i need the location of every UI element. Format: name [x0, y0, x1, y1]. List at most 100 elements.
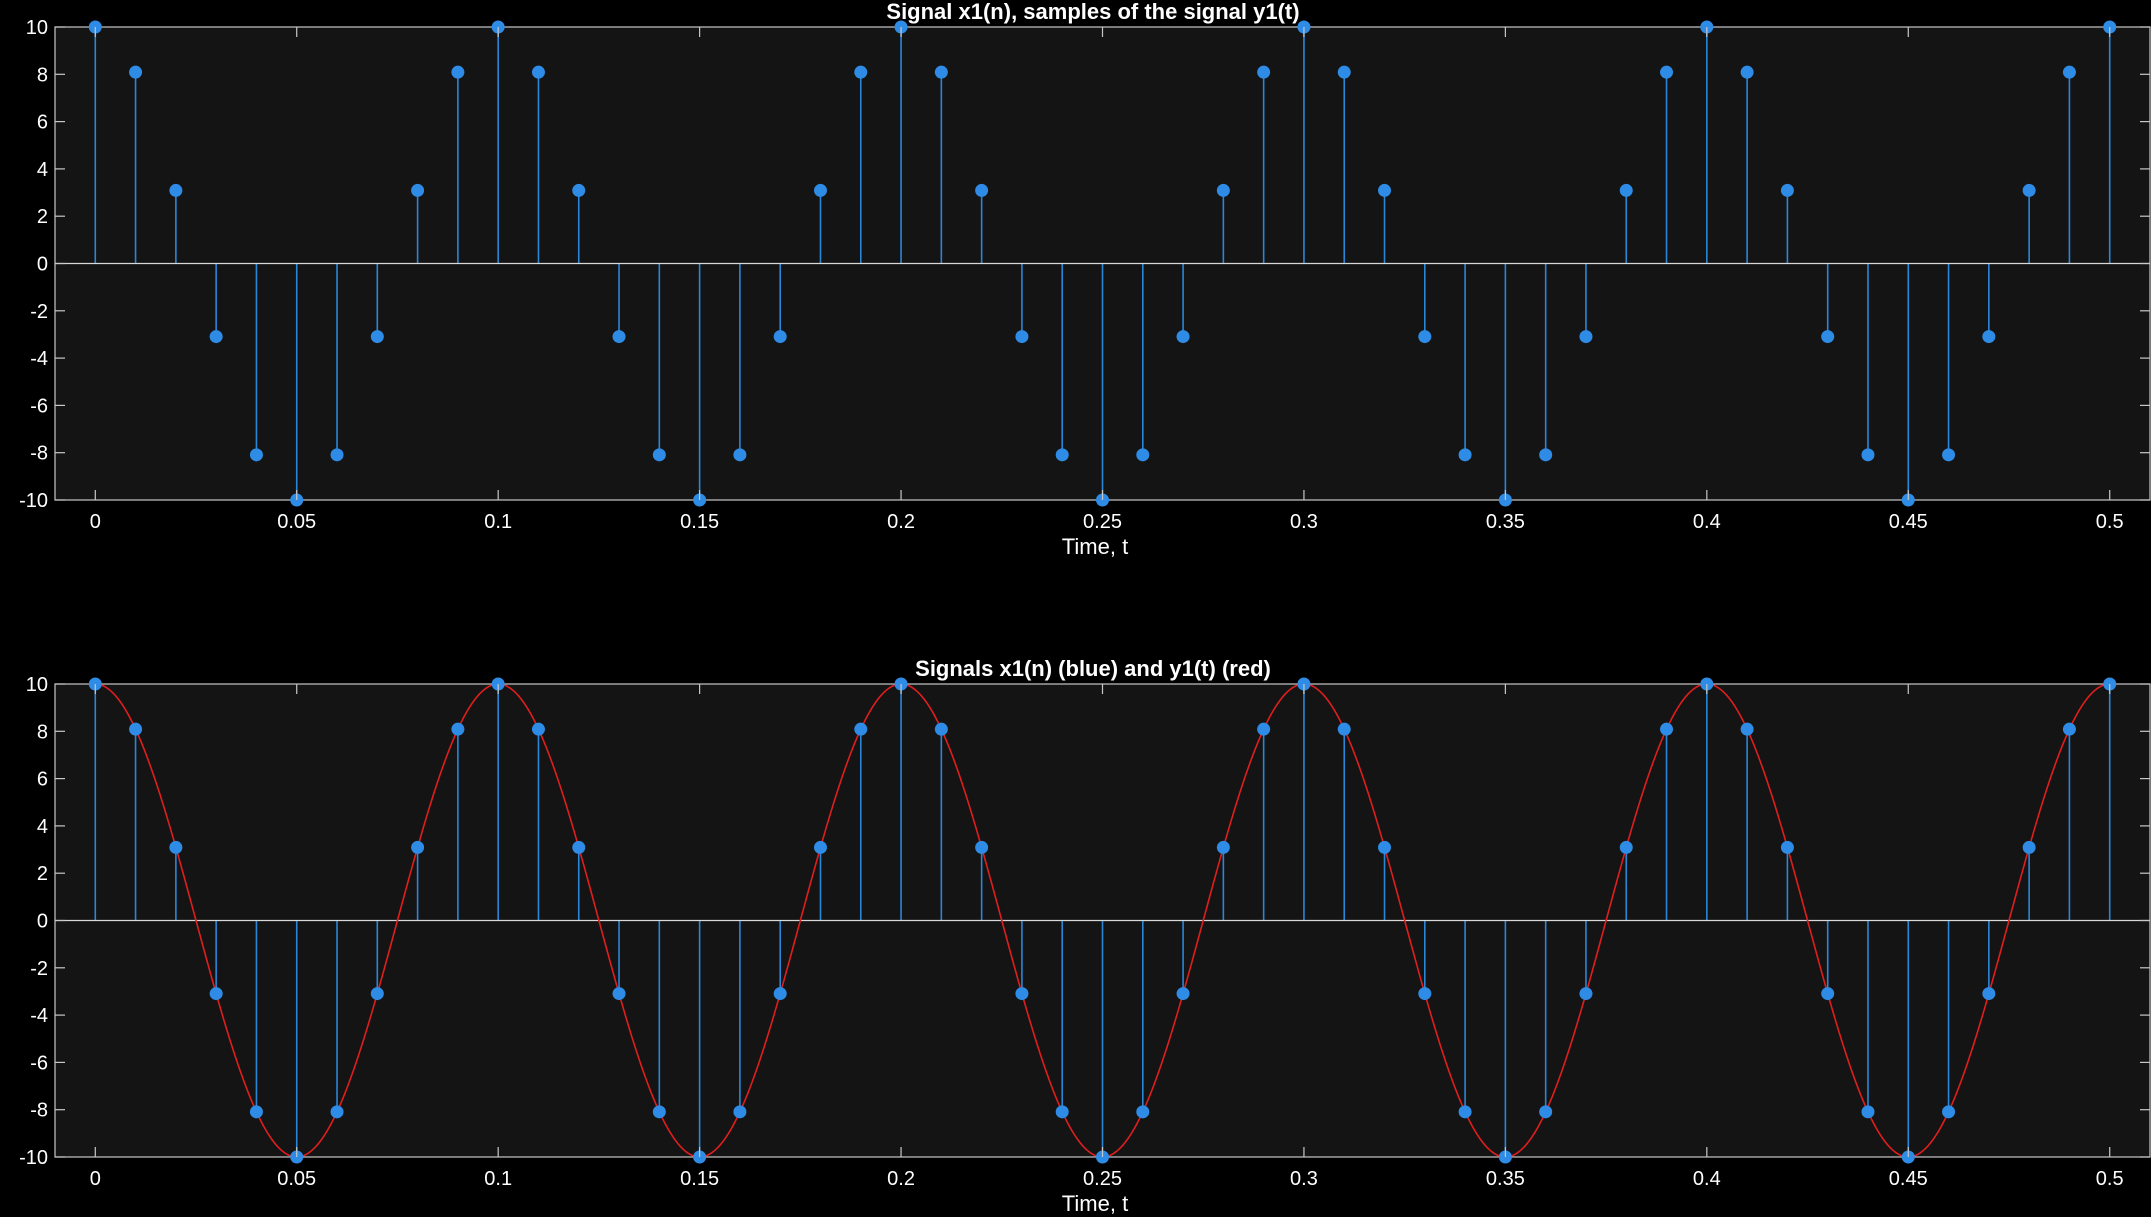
- subplot-top-xtick-label: 0.2: [887, 511, 915, 533]
- subplot-bottom-ytick-label: -8: [30, 1100, 48, 1122]
- subplot-bottom-stem-marker: [1418, 987, 1432, 1001]
- subplot-top-stem-marker: [1660, 65, 1674, 79]
- subplot-top-ytick-label: 4: [37, 159, 48, 181]
- subplot-top-ticks: 0 0.05 0.1 0.15 0.2 0.25 0.3 0.35 0.4 0.45 0.5 -10 -…: [19, 17, 2150, 533]
- subplot-top-xtick-label: 0.4: [1693, 511, 1721, 533]
- subplot-bottom-stem-marker: [733, 1105, 747, 1119]
- subplot-top-stem-marker: [330, 448, 344, 462]
- subplot-bottom-stem-marker: [1458, 1105, 1472, 1119]
- subplot-bottom-stem-marker: [854, 722, 868, 736]
- subplot-top-stem-marker: [1216, 183, 1230, 197]
- subplot-bottom-stem-marker: [813, 840, 827, 854]
- subplot-bottom-ytick-label: 8: [37, 721, 48, 743]
- subplot-top-title: Signal x1(n), samples of the signal y1(t…: [886, 0, 1299, 24]
- subplot-bottom-stem-marker: [572, 840, 586, 854]
- subplot-bottom-stem-marker: [1579, 987, 1593, 1001]
- subplot-top-stem-marker: [1942, 448, 1956, 462]
- subplot-top-stem-marker: [169, 183, 183, 197]
- subplot-bottom-stem-marker: [370, 987, 384, 1001]
- subplot-bottom-stems: [94, 684, 2111, 1157]
- subplot-top-stem-marker: [129, 65, 143, 79]
- subplot-bottom-stem-marker: [1378, 840, 1392, 854]
- subplot-top-stem-marker: [1982, 330, 1996, 344]
- subplot-bottom-xtick-label: 0.15: [680, 1168, 719, 1190]
- subplot-top-stem-marker: [1176, 330, 1190, 344]
- subplot-bottom-stem-marker: [2022, 840, 2036, 854]
- subplot-bottom-stem-marker: [1982, 987, 1996, 1001]
- subplot-top-stem-marker: [531, 65, 545, 79]
- subplot-top-stem-marker: [1458, 448, 1472, 462]
- subplot-bottom-xtick-label: 0.4: [1693, 1168, 1721, 1190]
- subplot-bottom-stem-marker: [411, 840, 425, 854]
- subplot-bottom-stem-marker: [773, 987, 787, 1001]
- subplot-bottom-stem-marker: [451, 722, 465, 736]
- subplot-top-stem-marker: [411, 183, 425, 197]
- subplot-top-xtick-label: 0.1: [484, 511, 512, 533]
- subplot-top-stem-marker: [975, 183, 989, 197]
- subplot-top-stem-marker: [1055, 448, 1069, 462]
- subplot-bottom-ytick-label: -6: [30, 1052, 48, 1074]
- subplot-top-ytick-label: 8: [37, 64, 48, 86]
- subplot-top-stem-marker: [1539, 448, 1553, 462]
- subplot-top-ytick-label: -10: [19, 490, 48, 512]
- subplot-bottom-stem-marker: [1942, 1105, 1956, 1119]
- subplot-bottom-stem-marker: [934, 722, 948, 736]
- subplot-top-stem-marker: [572, 183, 586, 197]
- subplot-bottom-xtick-label: 0.25: [1083, 1168, 1122, 1190]
- subplot-top-xlabel: Time, t: [1062, 534, 1128, 559]
- subplot-bottom-ytick-label: -10: [19, 1147, 48, 1169]
- subplot-bottom-stem-marker: [2062, 722, 2076, 736]
- subplot-bottom-stem-marker: [1176, 987, 1190, 1001]
- subplot-top-stem-marker: [451, 65, 465, 79]
- subplot-top-ytick-label: 10: [26, 17, 48, 39]
- subplot-top-stem-marker: [1619, 183, 1633, 197]
- subplot-bottom-stem-marker: [652, 1105, 666, 1119]
- subplot-bottom-ytick-label: 10: [26, 674, 48, 696]
- subplot-top-xtick-label: 0.05: [277, 511, 316, 533]
- subplot-bottom-ticks: 0 0.05 0.1 0.15 0.2 0.25 0.3 0.35 0.4 0.45 0.5 -10 -…: [19, 674, 2150, 1190]
- subplot-bottom-xtick-label: 0.35: [1486, 1168, 1525, 1190]
- subplot-bottom-ytick-label: 6: [37, 769, 48, 791]
- subplot-top-stem-marker: [1378, 183, 1392, 197]
- subplot-top-stem-marker: [1136, 448, 1150, 462]
- subplot-top-stem-marker: [1740, 65, 1754, 79]
- subplot-bottom: 0 0.05 0.1 0.15 0.2 0.25 0.3 0.35 0.4 0.45 0.5 -10 -…: [19, 656, 2151, 1216]
- subplot-top-stem-marker: [1821, 330, 1835, 344]
- subplot-top-stem-marker: [1257, 65, 1271, 79]
- subplot-bottom-ytick-label: 0: [37, 911, 48, 933]
- subplot-bottom-stem-marker: [1821, 987, 1835, 1001]
- subplot-bottom-ytick-label: 4: [37, 816, 48, 838]
- subplot-bottom-stem-marker: [1539, 1105, 1553, 1119]
- subplot-bottom-xlabel: Time, t: [1062, 1191, 1128, 1216]
- subplot-top-ytick-label: 6: [37, 112, 48, 134]
- subplot-top-xtick-label: 0.5: [2096, 511, 2124, 533]
- subplot-top-stem-marker: [854, 65, 868, 79]
- subplot-top-stem-marker: [773, 330, 787, 344]
- subplot-bottom-stem-marker: [169, 840, 183, 854]
- subplot-bottom-stem-marker: [975, 840, 989, 854]
- subplot-bottom-stem-marker: [1136, 1105, 1150, 1119]
- subplot-top-ytick-label: -2: [30, 301, 48, 323]
- subplot-bottom-stem-marker: [1055, 1105, 1069, 1119]
- subplot-top-stem-marker: [1337, 65, 1351, 79]
- subplot-top-stem-marker: [612, 330, 626, 344]
- subplot-top-xtick-label: 0.25: [1083, 511, 1122, 533]
- subplot-bottom-stem-marker: [129, 722, 143, 736]
- subplot-top-ytick-label: -6: [30, 395, 48, 417]
- subplot-top-xtick-label: 0.3: [1290, 511, 1318, 533]
- subplot-top-stem-marker: [1579, 330, 1593, 344]
- subplot-bottom-xtick-label: 0.05: [277, 1168, 316, 1190]
- subplot-top-stems: [94, 27, 2111, 500]
- subplot-top-xtick-label: 0.35: [1486, 511, 1525, 533]
- subplot-bottom-xtick-label: 0.2: [887, 1168, 915, 1190]
- subplot-top-stem-marker: [1015, 330, 1029, 344]
- subplot-top-stem-marker: [813, 183, 827, 197]
- subplot-top-stem-marker: [209, 330, 223, 344]
- subplot-top-stem-marker: [2022, 183, 2036, 197]
- subplot-bottom-stem-marker: [330, 1105, 344, 1119]
- subplot-bottom-stem-marker: [531, 722, 545, 736]
- subplot-top-stem-marker: [370, 330, 384, 344]
- subplot-bottom-stem-marker: [1740, 722, 1754, 736]
- subplot-bottom-xtick-label: 0.1: [484, 1168, 512, 1190]
- subplot-bottom-xtick-label: 0.5: [2096, 1168, 2124, 1190]
